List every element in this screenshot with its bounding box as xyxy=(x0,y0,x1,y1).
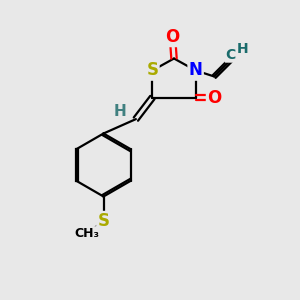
Text: CH₃: CH₃ xyxy=(74,227,100,240)
Text: O: O xyxy=(165,28,180,46)
Text: S: S xyxy=(146,61,158,80)
Text: H: H xyxy=(114,104,127,119)
Text: H: H xyxy=(236,42,248,56)
Text: S: S xyxy=(98,212,110,230)
Text: N: N xyxy=(189,61,202,80)
Text: O: O xyxy=(207,88,221,106)
Text: C: C xyxy=(226,48,236,62)
